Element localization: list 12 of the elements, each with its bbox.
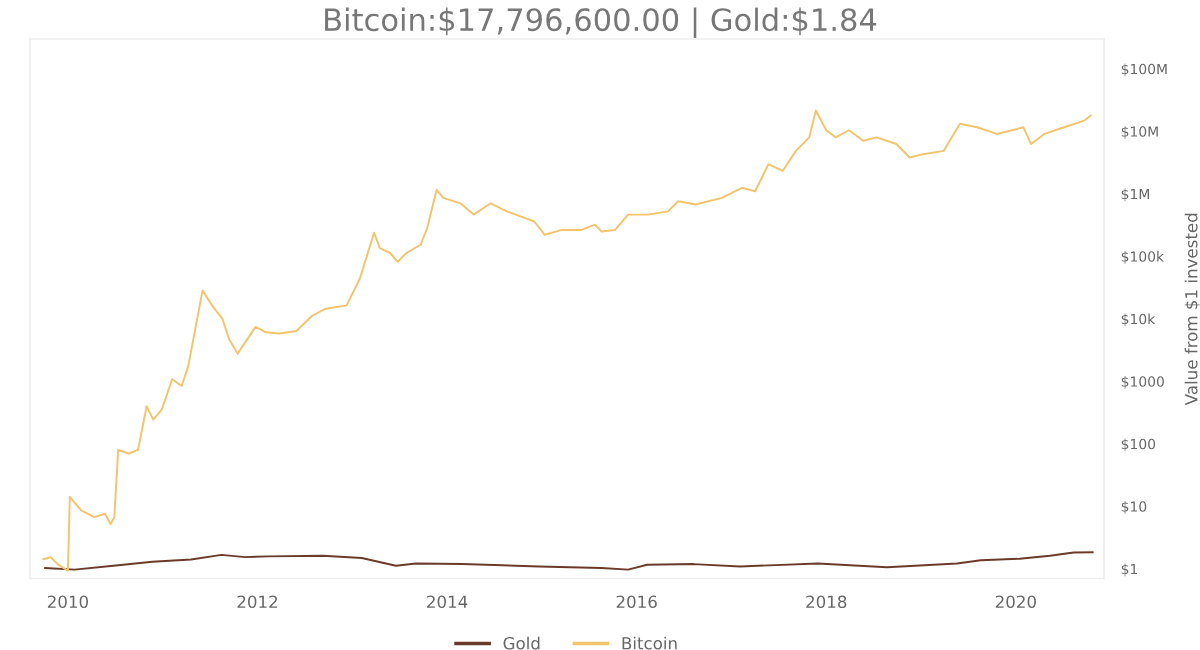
x-tick-label: 2014 [427,595,468,609]
legend-label: Bitcoin [622,636,677,650]
line-series [42,109,1092,572]
x-tick-label: 2012 [237,595,278,609]
y-axis-title: Value from $1 invested [1184,213,1200,406]
x-tick-label: 2020 [995,595,1036,609]
legend-label: Gold [503,636,540,650]
x-tick-label: 2018 [806,595,847,609]
x-tick-label: 2016 [616,595,657,609]
line-series [44,551,1094,571]
x-tick-label: 2010 [47,595,89,609]
chart-title: Bitcoin:$17,796,600.00 | Gold:$1.84 [325,7,877,39]
